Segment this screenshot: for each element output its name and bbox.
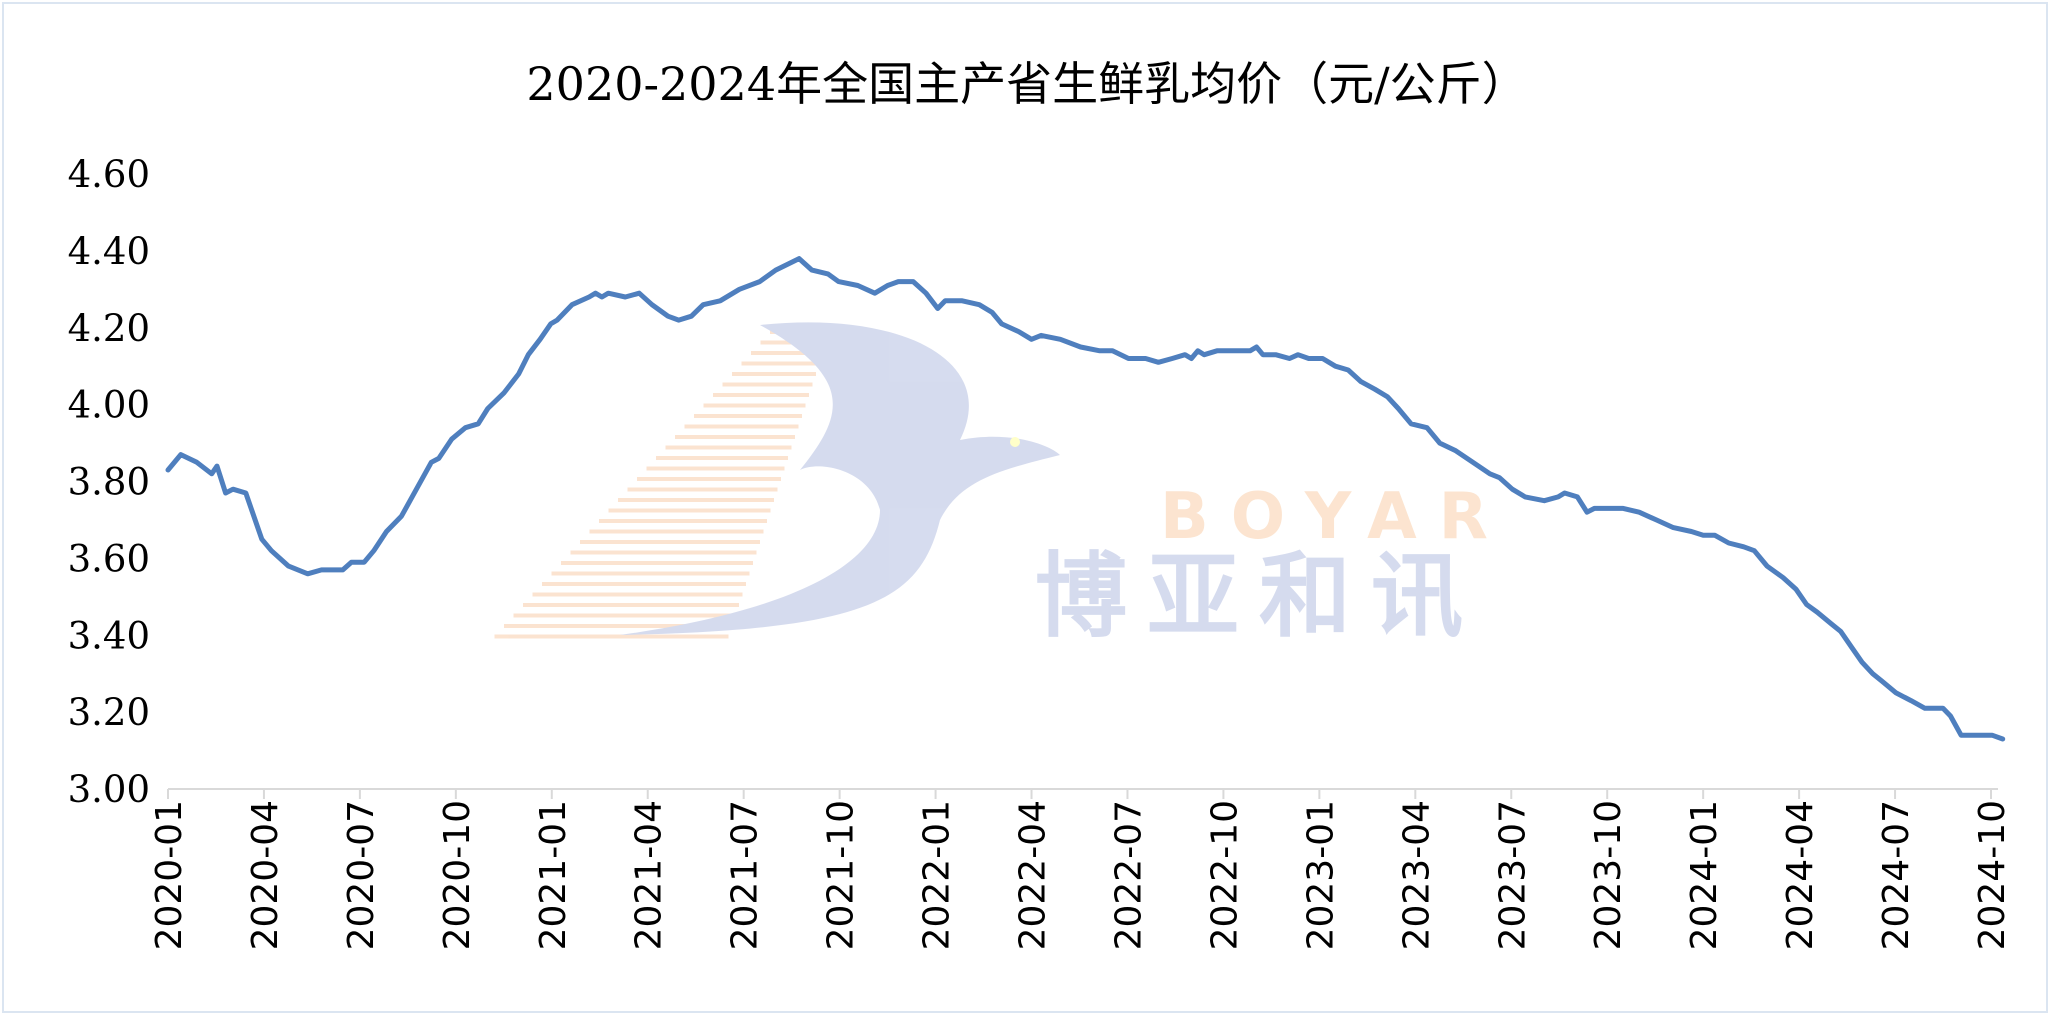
x-tick-label: 2021-07 [725, 800, 766, 950]
watermark-stripe [618, 498, 774, 502]
y-tick-label: 4.00 [68, 384, 150, 427]
x-tick-label: 2024-07 [1876, 800, 1917, 950]
watermark-logo: BOYAR 博亚和讯 [494, 322, 1510, 650]
x-tick-label: 2023-10 [1588, 800, 1629, 950]
x-tick-label: 2023-04 [1396, 800, 1437, 950]
watermark-stripe [732, 372, 816, 376]
watermark-stripe [751, 351, 823, 355]
watermark-stripe [523, 603, 739, 607]
y-tick-label: 3.00 [68, 768, 150, 811]
chart-title: 2020-2024年全国主产省生鲜乳均价（元/公斤） [526, 57, 1528, 111]
watermark-stripe [561, 561, 753, 565]
y-tick-label: 4.40 [68, 230, 150, 273]
y-tick-label: 4.60 [68, 153, 150, 196]
watermark-stripe [713, 393, 809, 397]
watermark-stripe [589, 529, 764, 534]
x-tick-label: 2022-01 [917, 800, 958, 950]
x-tick-label: 2022-04 [1013, 800, 1054, 950]
watermark-stripe [504, 624, 732, 628]
watermark-stripe [703, 403, 806, 408]
y-tick-label: 3.80 [68, 461, 150, 504]
x-tick-label: 2023-07 [1492, 800, 1533, 950]
watermark-bird-shape [620, 322, 1060, 635]
watermark-latin: BOYAR [1160, 480, 1510, 554]
x-tick-label: 2021-04 [629, 800, 670, 950]
watermark-stripe [741, 361, 820, 366]
y-tick-label: 3.60 [68, 537, 150, 580]
watermark-stripe [494, 634, 729, 639]
watermark-stripe [532, 592, 743, 597]
watermark-chinese: 博亚和讯 [1035, 543, 1483, 650]
x-tick-label: 2022-07 [1108, 800, 1149, 950]
y-tick-label: 3.40 [68, 614, 150, 657]
watermark-stripe [646, 466, 785, 471]
watermark-stripe [665, 445, 792, 450]
watermark-stripe [760, 340, 827, 345]
x-tick-label: 2022-10 [1204, 800, 1245, 950]
x-tick-label: 2023-01 [1300, 800, 1341, 950]
watermark-bird-eye [1010, 437, 1020, 447]
x-tick-label: 2020-04 [245, 800, 286, 950]
x-tick-label: 2024-04 [1780, 800, 1821, 950]
watermark-stripe [580, 540, 760, 544]
watermark-stripe [722, 382, 813, 387]
x-tick-label: 2020-07 [341, 800, 382, 950]
price-series-line [165, 256, 2006, 742]
watermark-stripe [770, 330, 830, 334]
watermark-stripe [608, 508, 771, 513]
watermark-stripe [542, 582, 746, 586]
watermark-stripe [599, 519, 767, 523]
watermark-stripe [570, 550, 757, 555]
watermark-stripe [627, 487, 778, 492]
y-tick-label: 4.20 [68, 307, 150, 350]
watermark-stripe [675, 435, 795, 439]
x-tick-label: 2021-01 [533, 800, 574, 950]
watermark-stripe [513, 613, 736, 618]
watermark-stripe [551, 571, 750, 576]
x-tick-label: 2021-10 [821, 800, 862, 950]
x-tick-label: 2024-10 [1972, 800, 2013, 950]
watermark-stripe [656, 456, 788, 460]
watermark-stripe [684, 424, 799, 429]
watermark-stripe [694, 414, 802, 418]
x-tick-label: 2020-10 [437, 800, 478, 950]
watermark-stripe [637, 477, 781, 481]
x-tick-label: 2024-01 [1684, 800, 1725, 950]
y-tick-label: 3.20 [68, 691, 150, 734]
x-tick-label: 2020-01 [149, 800, 190, 950]
